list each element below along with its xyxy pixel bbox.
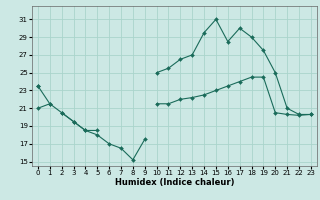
X-axis label: Humidex (Indice chaleur): Humidex (Indice chaleur) bbox=[115, 178, 234, 187]
